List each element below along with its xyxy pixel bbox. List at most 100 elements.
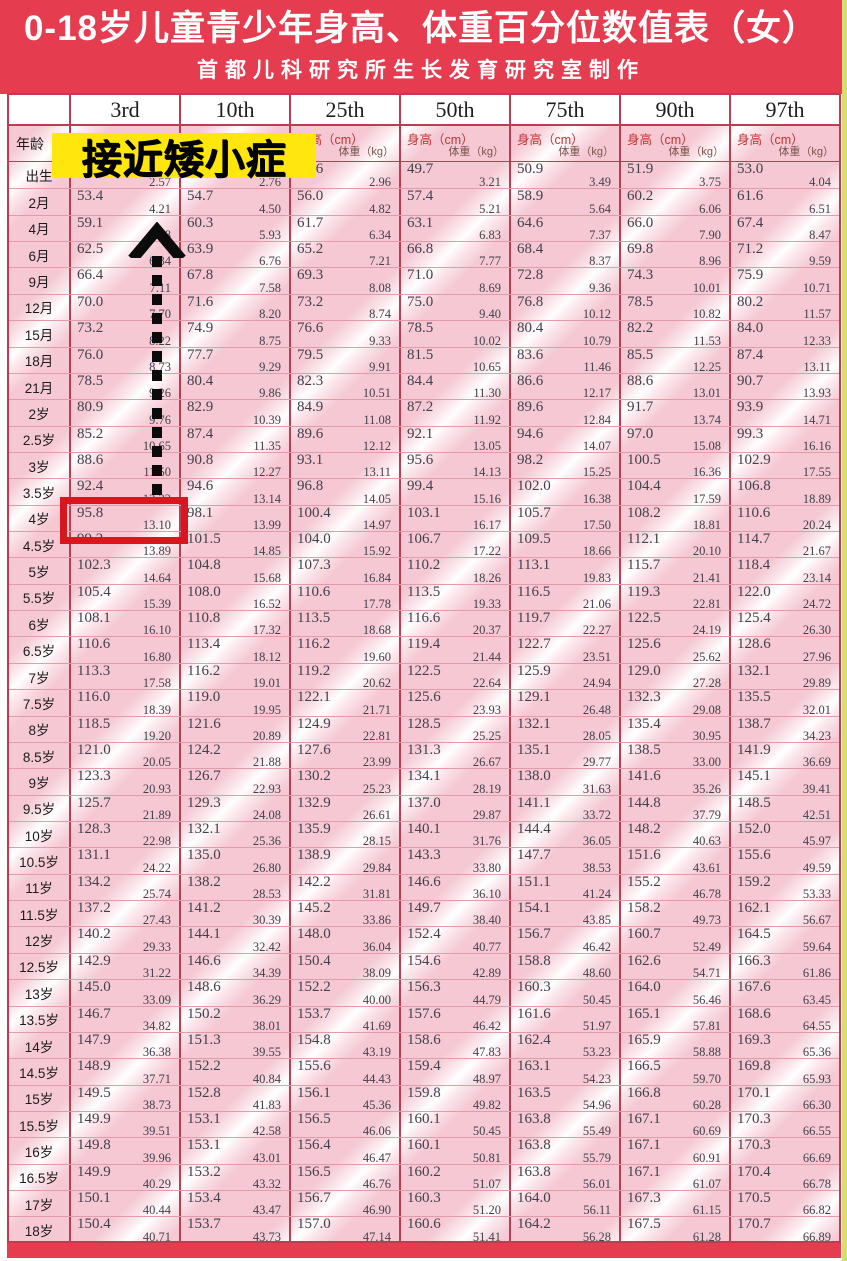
weight-value: 16.84 xyxy=(362,570,391,585)
value-cell: 149.5 38.73 xyxy=(69,1084,179,1112)
weight-value: 4.50 xyxy=(259,201,281,216)
height-value: 58.9 xyxy=(517,188,544,205)
value-cell: 144.1 32.42 xyxy=(179,926,289,954)
weight-value: 27.96 xyxy=(802,649,831,664)
weight-value: 13.14 xyxy=(252,491,281,506)
weight-value: 23.99 xyxy=(362,755,391,770)
weight-value: 66.30 xyxy=(802,1097,831,1112)
weight-value: 47.83 xyxy=(472,1045,501,1060)
height-value: 170.3 xyxy=(737,1110,771,1127)
value-cell: 162.1 56.67 xyxy=(729,900,839,927)
value-cell: 144.8 37.79 xyxy=(619,795,729,822)
age-label: 11.5岁 xyxy=(19,907,59,923)
weight-value: 18.68 xyxy=(362,623,391,638)
height-value: 128.6 xyxy=(737,636,771,653)
percentile-header-25th: 25th xyxy=(289,95,399,124)
table-row: 2月 53.4 4.21 54.7 4.50 56.0 4.82 57.4 5.21 58.9 5.… xyxy=(9,188,839,216)
weight-value: 16.17 xyxy=(472,518,501,533)
height-value: 137.2 xyxy=(77,900,111,917)
value-cell: 110.6 16.80 xyxy=(69,636,179,664)
height-value: 102.3 xyxy=(77,557,111,574)
table-row: 2.5岁 85.210.65 87.4 11.35 89.6 12.12 92.1 13.05… xyxy=(9,425,839,453)
weight-value: 50.81 xyxy=(472,1150,501,1165)
weight-value: 38.01 xyxy=(252,1018,281,1033)
age-label: 15岁 xyxy=(24,1092,54,1108)
height-value: 76.6 xyxy=(297,320,324,337)
weight-value: 2.76 xyxy=(259,175,281,190)
weight-value: 12.84 xyxy=(582,412,611,427)
value-cell: 118.4 23.14 xyxy=(729,557,839,585)
value-cell: 129.0 27.28 xyxy=(619,663,729,690)
weight-value: 16.16 xyxy=(802,438,831,453)
value-cell: 145.0 33.09 xyxy=(69,979,179,1007)
weight-value: 10.39 xyxy=(252,412,281,427)
value-cell: 70.07.70 xyxy=(69,294,179,321)
value-cell: 149.7 38.40 xyxy=(399,900,509,927)
weight-value: 16.52 xyxy=(252,597,281,612)
height-value: 125.7 xyxy=(77,794,111,811)
weight-value: 28.05 xyxy=(582,728,611,743)
weight-value: 10.12 xyxy=(582,307,611,322)
weight-value: 20.24 xyxy=(802,518,831,533)
weight-value: 20.89 xyxy=(252,728,281,743)
height-value: 170.3 xyxy=(737,1137,771,1154)
height-value: 75.0 xyxy=(407,293,434,310)
value-cell: 125.7 21.89 xyxy=(69,794,179,822)
height-value: 160.3 xyxy=(407,1190,441,1207)
height-value: 158.6 xyxy=(407,1031,441,1048)
height-value: 116.6 xyxy=(407,610,441,627)
weight-value: 46.42 xyxy=(472,1018,501,1033)
value-cell: 73.28.22 xyxy=(69,320,179,348)
height-value: 158.2 xyxy=(627,900,661,917)
height-value: 85.5 xyxy=(627,346,654,363)
value-cell: 138.7 34.23 xyxy=(729,716,839,743)
height-value: 149.5 xyxy=(77,1084,111,1101)
value-cell: 103.1 16.17 xyxy=(399,505,509,533)
weight-value: 10.51 xyxy=(362,386,391,401)
height-value: 170.1 xyxy=(737,1084,771,1101)
value-cell: 87.4 13.11 xyxy=(729,347,839,374)
table-row: 15月 73.28.22 74.9 8.75 76.6 9.33 78.5 10.02 80.4… xyxy=(9,320,839,348)
value-cell: 107.3 16.84 xyxy=(289,557,399,585)
value-cell: 164.2 56.28 xyxy=(509,1216,619,1244)
value-cell: 162.6 54.71 xyxy=(619,953,729,980)
weight-value: 14.64 xyxy=(142,570,171,585)
value-cell: 53.4 4.21 xyxy=(69,188,179,216)
value-cell: 170.7 66.89 xyxy=(729,1216,839,1244)
age-label: 4岁 xyxy=(28,512,50,528)
height-value: 156.1 xyxy=(297,1084,331,1101)
height-value: 146.6 xyxy=(407,873,441,890)
height-value: 83.6 xyxy=(517,346,544,363)
height-value: 49.7 xyxy=(407,161,434,177)
weight-value: 18.89 xyxy=(802,491,831,506)
unit-header-cell: 身高（cm）体重（kg） xyxy=(509,126,619,161)
height-value: 162.1 xyxy=(737,900,771,917)
weight-value: 30.95 xyxy=(692,728,721,743)
value-cell: 134.1 28.19 xyxy=(399,768,509,796)
age-label: 3.5岁 xyxy=(22,485,56,501)
height-value: 104.0 xyxy=(297,531,331,548)
weight-value: 42.89 xyxy=(472,966,501,981)
weight-value: 20.93 xyxy=(142,781,171,796)
weight-value: 42.58 xyxy=(252,1124,281,1139)
weight-value: 43.01 xyxy=(252,1150,281,1165)
weight-value: 40.84 xyxy=(252,1071,281,1086)
value-cell: 94.6 14.07 xyxy=(509,426,619,453)
height-value: 119.2 xyxy=(297,662,331,679)
height-value: 122.0 xyxy=(737,583,771,600)
height-value: 110.6 xyxy=(77,636,111,653)
weight-value: 4.04 xyxy=(809,175,831,190)
age-label: 17岁 xyxy=(24,1197,54,1213)
height-value: 152.8 xyxy=(187,1084,221,1101)
weight-value: 45.36 xyxy=(362,1097,391,1112)
weight-value: 43.73 xyxy=(252,1229,281,1244)
weight-value: 3.21 xyxy=(479,175,501,190)
value-cell: 124.9 22.81 xyxy=(289,716,399,743)
height-value: 145.2 xyxy=(297,900,331,917)
height-value: 138.2 xyxy=(187,873,221,890)
height-value: 98.1 xyxy=(187,504,214,521)
value-cell: 162.4 53.23 xyxy=(509,1032,619,1059)
weight-value: 29.77 xyxy=(582,755,611,770)
height-value: 118.4 xyxy=(737,557,771,574)
value-cell: 79.5 9.91 xyxy=(289,347,399,374)
